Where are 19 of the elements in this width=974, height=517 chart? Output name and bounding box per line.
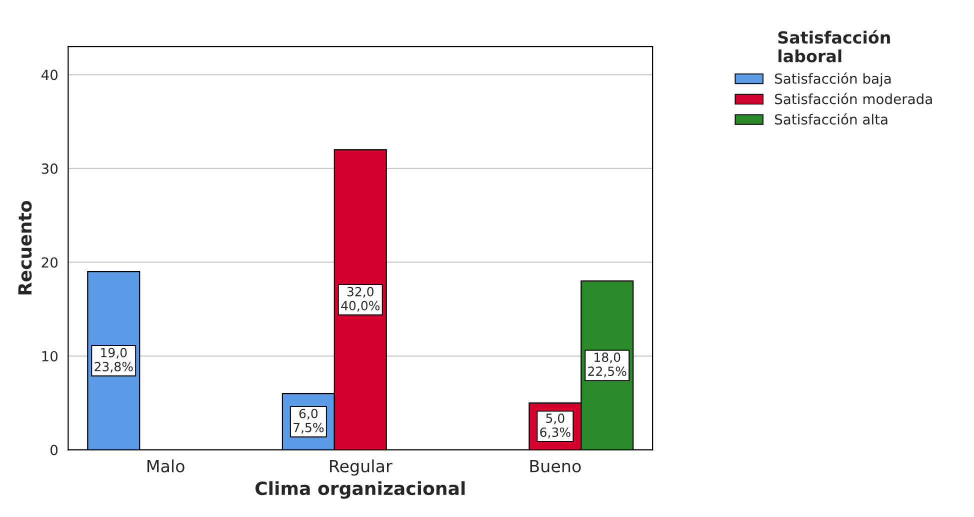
legend-label: Satisfacción baja bbox=[775, 72, 891, 87]
legend-title: Satisfacción laboral bbox=[778, 30, 890, 62]
y-tick-label: 40 bbox=[41, 70, 58, 80]
legend-label: Satisfacción alta bbox=[775, 113, 888, 125]
x-tick-label: Regular bbox=[330, 460, 392, 476]
x-tick-label: Malo bbox=[148, 460, 184, 472]
legend-label: Satisfacción moderada bbox=[775, 92, 932, 104]
y-tick-label: 20 bbox=[42, 257, 58, 268]
data-label: 32,0 40,0% bbox=[341, 286, 380, 312]
y-axis-title: Recuento bbox=[18, 201, 32, 294]
data-label: 18,0 22,5% bbox=[588, 352, 626, 378]
data-label: 5,0 6,3% bbox=[540, 414, 570, 438]
data-label: 6,0 7,5% bbox=[294, 408, 324, 434]
x-tick-label: Bueno bbox=[530, 460, 581, 472]
y-tick-label: 30 bbox=[42, 163, 58, 174]
y-tick-label: 10 bbox=[42, 350, 58, 362]
x-axis-title: Clima organizacional bbox=[255, 481, 465, 499]
data-label: 19,0 23,8% bbox=[94, 348, 133, 373]
y-tick-label: 0 bbox=[50, 444, 58, 456]
